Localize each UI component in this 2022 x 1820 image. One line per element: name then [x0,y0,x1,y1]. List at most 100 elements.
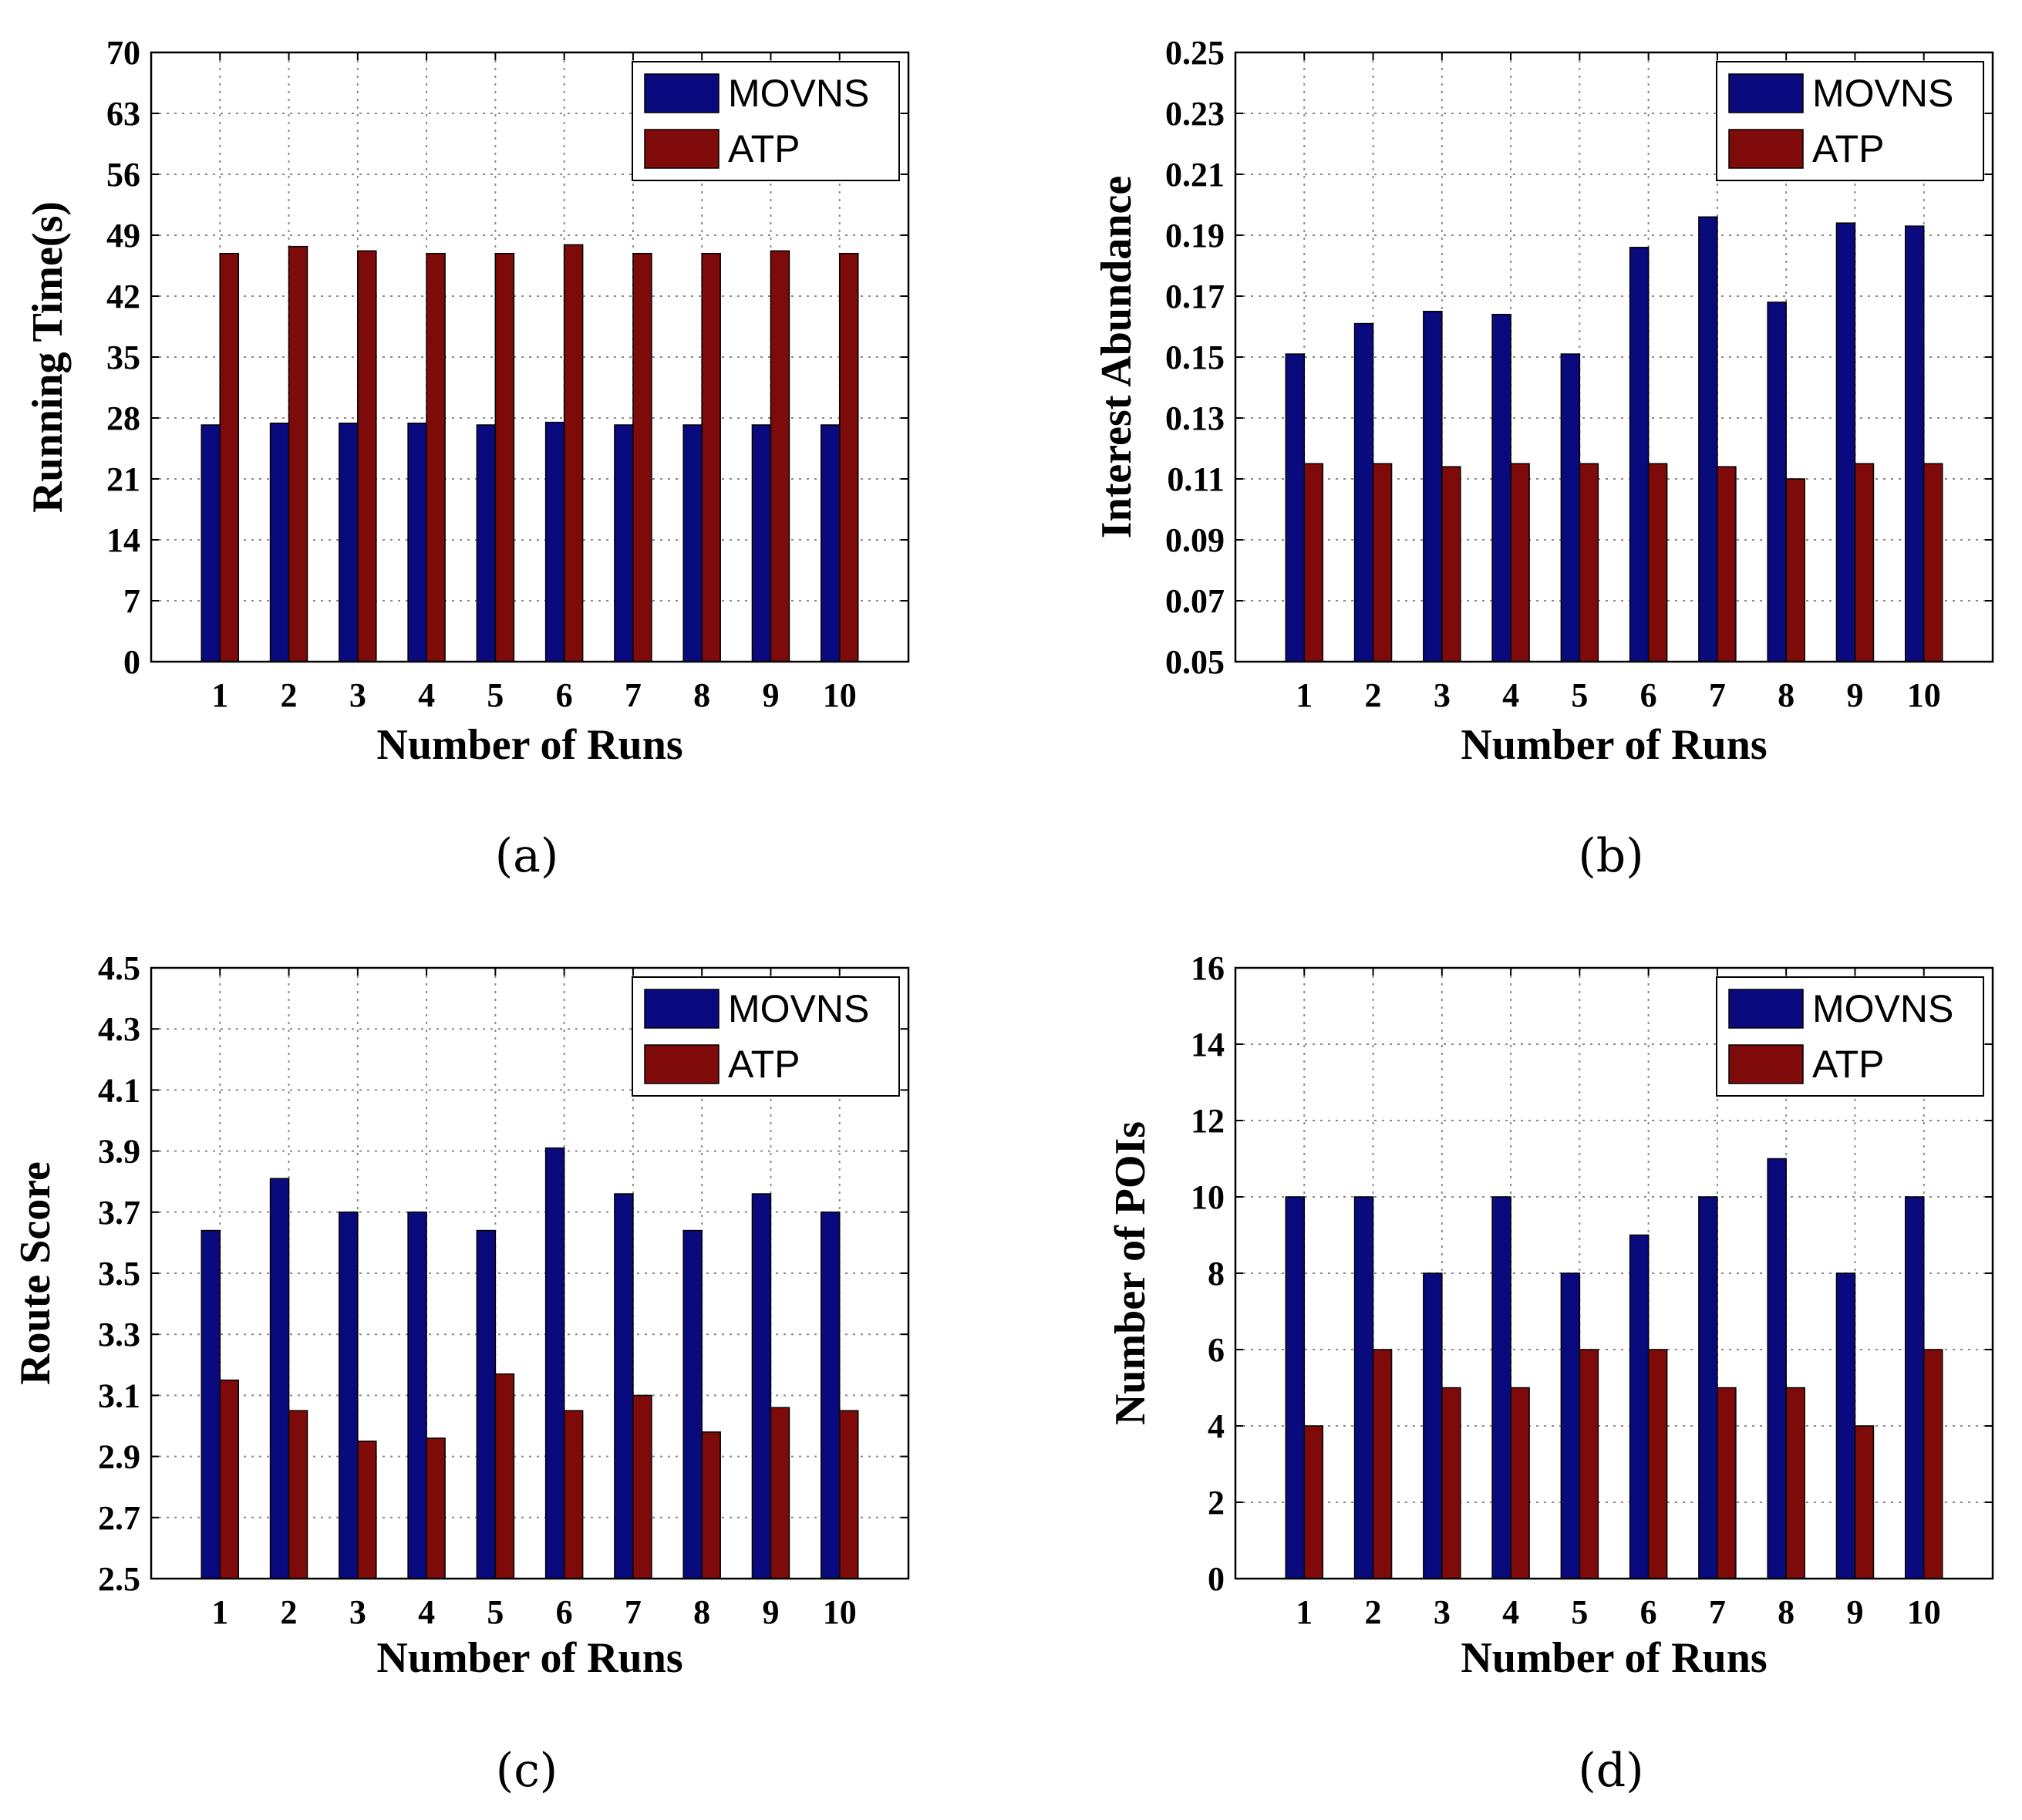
legend-label-atp: ATP [728,1043,800,1086]
y-tick-label: 7 [123,582,140,620]
bar-movns-run-6 [544,1147,565,1579]
x-tick-label: 5 [1571,1593,1588,1631]
y-tick-label: 0.11 [1167,460,1225,498]
y-tick-label: 63 [106,95,140,133]
bar-movns-run-7 [1698,216,1718,662]
bar-atp-run-6 [1647,1349,1668,1579]
x-tick-label: 1 [1296,1593,1313,1631]
y-axis-label: Running Time(s) [24,201,72,513]
bar-movns-run-2 [269,1178,290,1579]
x-tick-label: 8 [693,1593,710,1631]
y-tick-label: 3.7 [98,1194,140,1232]
x-tick-label: 6 [556,676,573,714]
bar-atp-run-2 [288,1410,308,1579]
bar-atp-run-9 [770,1407,790,1579]
bar-movns-run-1 [1285,1196,1306,1579]
legend-swatch-movns [644,73,719,113]
bar-movns-run-2 [269,423,290,662]
y-tick-label: 3.1 [98,1377,140,1414]
x-tick-label: 5 [487,676,504,714]
bar-movns-run-10 [820,1212,841,1579]
panel-caption: (d) [1578,1744,1643,1798]
y-tick-label: 42 [106,278,140,315]
y-tick-label: 49 [106,217,140,254]
bar-atp-run-10 [1923,1349,1943,1579]
bar-movns-run-7 [614,1193,634,1579]
x-tick-label: 6 [1640,1593,1657,1631]
bar-movns-run-8 [682,1229,703,1579]
bar-movns-run-7 [1698,1196,1718,1579]
bar-atp-run-5 [494,1373,515,1579]
y-tick-label: 0.13 [1165,399,1225,437]
y-tick-label: 16 [1191,949,1225,987]
bar-movns-run-4 [1491,313,1511,662]
bar-movns-run-5 [476,1229,497,1579]
bar-movns-run-1 [201,1229,221,1579]
bar-atp-run-10 [1923,463,1943,662]
bar-atp-run-8 [701,252,721,662]
bar-atp-run-8 [1785,1387,1805,1579]
bar-movns-run-5 [1560,353,1581,662]
y-tick-label: 8 [1208,1255,1225,1293]
x-tick-label: 7 [625,676,642,714]
bar-atp-run-6 [563,1410,584,1579]
x-axis-label: Number of Runs [1461,1634,1767,1682]
bar-atp-run-3 [1441,466,1461,662]
bar-atp-run-9 [770,250,790,662]
x-tick-label: 2 [1365,1593,1382,1631]
legend-swatch-movns [1728,989,1804,1029]
x-tick-label: 4 [1502,676,1519,714]
bar-movns-run-10 [1904,225,1925,662]
y-tick-label: 0.17 [1165,278,1225,315]
y-tick-label: 10 [1191,1178,1225,1216]
legend-swatch-atp [644,1044,719,1084]
bar-atp-run-4 [426,1437,446,1579]
x-tick-label: 5 [487,1593,504,1631]
bar-movns-run-3 [339,423,359,662]
y-tick-label: 35 [106,339,140,376]
legend-swatch-movns [1728,73,1804,113]
x-axis-label: Number of Runs [1461,721,1767,769]
bar-atp-run-7 [1717,1387,1737,1579]
x-tick-label: 5 [1571,676,1588,714]
x-tick-label: 10 [1907,676,1941,714]
x-tick-label: 10 [823,676,857,714]
y-tick-label: 21 [106,460,140,498]
x-tick-label: 9 [1846,1593,1863,1631]
bar-atp-run-9 [1854,463,1875,662]
x-tick-label: 2 [281,676,298,714]
x-tick-label: 4 [418,676,435,714]
y-tick-label: 2.7 [98,1499,140,1537]
legend-label-atp: ATP [1812,127,1885,170]
bar-atp-run-2 [288,245,308,662]
x-tick-label: 6 [556,1593,573,1631]
bar-atp-run-4 [1510,463,1530,662]
bar-atp-run-5 [1579,1349,1599,1579]
x-tick-label: 3 [1434,1593,1451,1631]
x-tick-label: 4 [1502,1593,1519,1631]
bar-movns-run-8 [682,424,703,662]
bar-atp-run-5 [1579,463,1599,662]
x-tick-label: 1 [211,1593,228,1631]
bar-atp-run-7 [632,1394,652,1579]
bar-movns-run-3 [1423,311,1443,662]
legend-label-movns: MOVNS [1812,987,1953,1030]
bar-movns-run-10 [820,424,841,662]
bar-movns-run-2 [1353,322,1374,662]
legend: MOVNS ATP [632,976,900,1097]
y-tick-label: 3.3 [98,1316,140,1353]
chart-panel-b: 0.05 0.07 0.09 0.11 0.13 0.15 0.17 0.19 0.21 0.23… [1093,34,1994,883]
y-tick-label: 0.23 [1165,95,1225,133]
panel-caption: (c) [496,1744,558,1798]
y-tick-label: 0.09 [1165,521,1225,559]
y-axis-label: Route Score [12,1161,59,1385]
y-tick-label: 0.15 [1165,339,1225,376]
x-axis-label: Number of Runs [376,1634,682,1682]
x-tick-label: 4 [418,1593,435,1631]
legend: MOVNS ATP [632,61,900,181]
panel-caption: (b) [1578,829,1643,883]
legend: MOVNS ATP [1716,61,1984,181]
legend-label-movns: MOVNS [1812,72,1953,115]
y-tick-label: 2.5 [98,1560,140,1598]
